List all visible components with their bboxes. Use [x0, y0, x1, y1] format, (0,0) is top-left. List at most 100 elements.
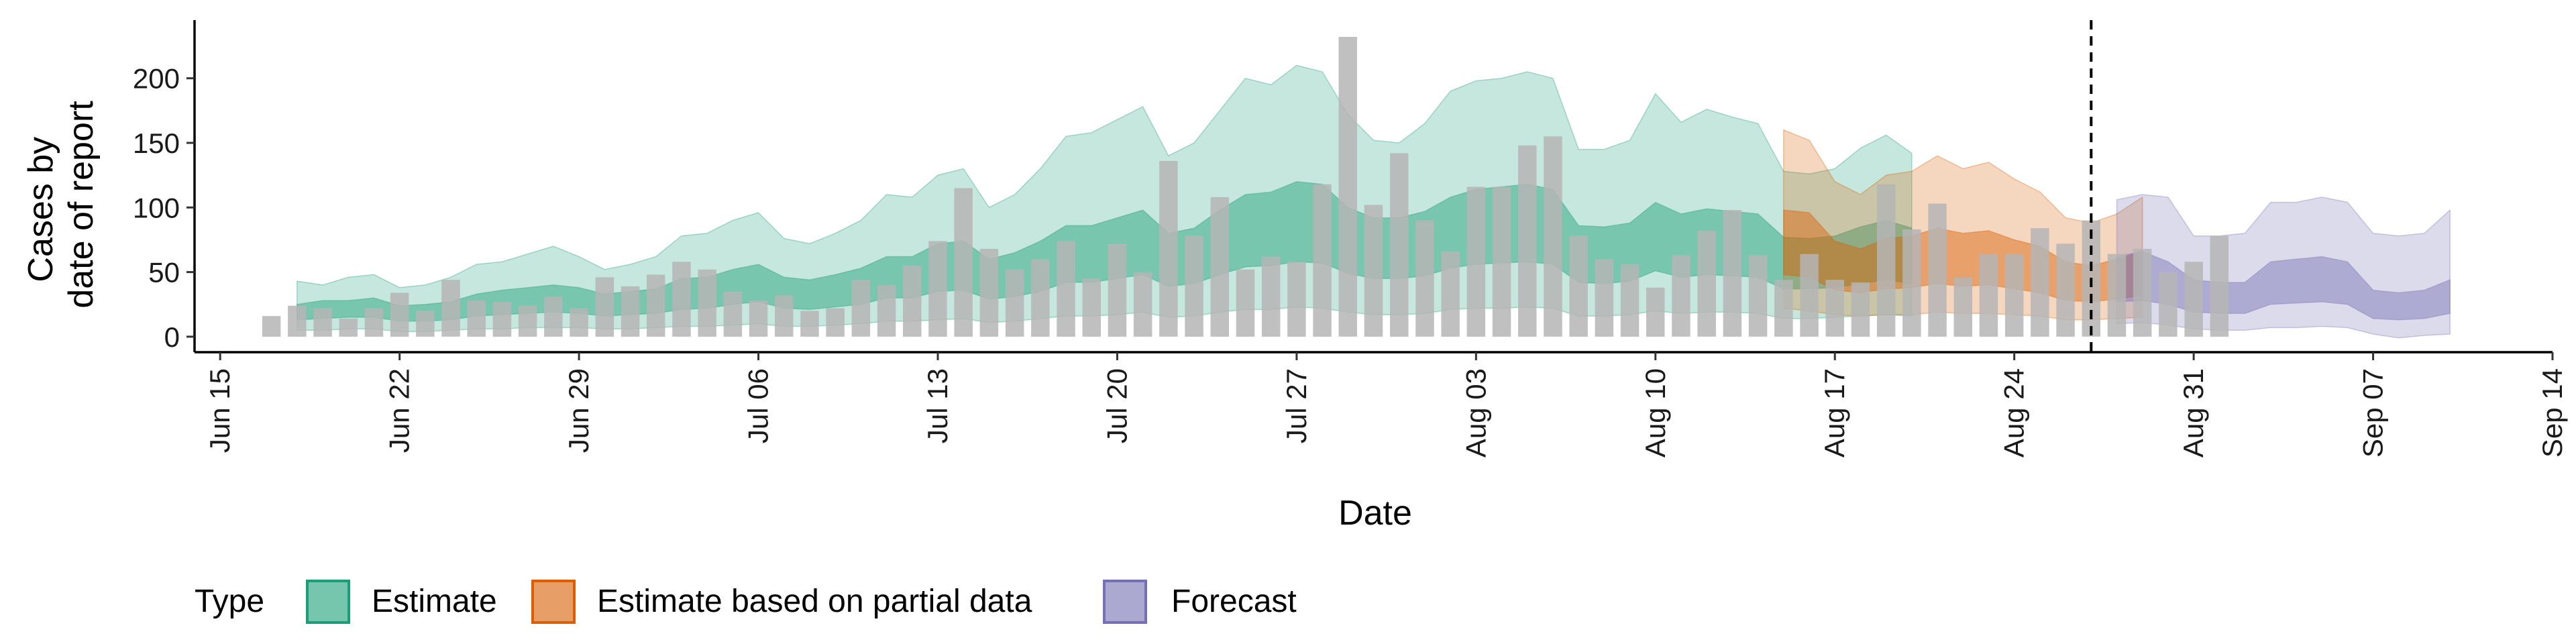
- case-bar: [1082, 278, 1101, 337]
- case-bar: [1133, 272, 1152, 337]
- legend-key-forecast: [1103, 580, 1147, 624]
- case-bar: [1902, 229, 1921, 337]
- legend: Type Estimate Estimate based on partial …: [195, 580, 1297, 624]
- case-bar: [1057, 241, 1075, 337]
- case-bar: [339, 318, 358, 337]
- case-bar: [1390, 153, 1409, 337]
- axes: 0 50 100 150 200 Jun 15 Jun 22 Jun 29 Jul 06 Jul …: [133, 20, 2568, 458]
- case-bar: [518, 305, 537, 337]
- case-bar: [1492, 186, 1511, 337]
- x-tick-label: Jun 29: [563, 368, 594, 453]
- case-bar: [2159, 272, 2178, 337]
- case-bar: [416, 311, 435, 337]
- case-bar: [441, 280, 460, 337]
- y-tick-label: 150: [133, 127, 180, 159]
- case-bar: [1210, 197, 1229, 337]
- case-bar: [749, 301, 768, 337]
- case-bar: [1748, 255, 1768, 337]
- case-bar: [979, 248, 999, 337]
- case-bar: [1697, 230, 1716, 337]
- case-bar: [1364, 205, 1383, 337]
- case-bar: [570, 308, 588, 337]
- case-bar: [1825, 280, 1844, 337]
- case-bar: [364, 308, 384, 337]
- case-bar: [390, 292, 409, 337]
- case-bar: [1646, 287, 1665, 337]
- legend-label-estimate: Estimate: [372, 584, 497, 619]
- case-bar: [1185, 235, 1203, 337]
- case-bar: [723, 291, 743, 337]
- case-bar: [621, 286, 640, 337]
- case-bar: [262, 316, 281, 337]
- legend-label-forecast: Forecast: [1171, 584, 1297, 619]
- x-tick-label: Aug 31: [2178, 368, 2209, 458]
- case-bar: [1338, 37, 1357, 337]
- case-bar: [288, 305, 307, 337]
- case-bar: [2004, 254, 2024, 337]
- case-bar: [775, 295, 794, 337]
- x-tick-label: Aug 10: [1640, 368, 1671, 458]
- case-bar: [826, 308, 845, 337]
- case-bar: [877, 284, 896, 337]
- case-bar: [595, 277, 614, 337]
- x-tick-label: Aug 24: [1998, 368, 2030, 458]
- case-bar: [1261, 256, 1281, 337]
- case-bar: [1851, 282, 1870, 337]
- x-tick-label: Jun 22: [384, 368, 415, 453]
- case-bar: [2133, 248, 2152, 337]
- case-bar: [800, 311, 819, 337]
- case-bar: [1159, 160, 1178, 337]
- x-axis-title: Date: [1338, 494, 1412, 533]
- case-bar: [1774, 280, 1793, 337]
- case-bar: [467, 301, 486, 337]
- case-bar: [1441, 251, 1460, 337]
- case-bar: [698, 269, 716, 337]
- y-axis-title-line-1: Cases by: [21, 137, 60, 282]
- case-bar: [1415, 220, 1434, 337]
- case-bar: [1313, 184, 1332, 337]
- case-bar: [1236, 269, 1255, 337]
- x-tick-label: Jul 20: [1101, 368, 1132, 443]
- x-tick-label: Jun 15: [204, 368, 235, 453]
- case-bar: [1953, 277, 1972, 337]
- x-tick-label: Aug 03: [1460, 368, 1491, 458]
- case-bar: [928, 241, 947, 337]
- y-tick-label: 200: [133, 63, 180, 95]
- legend-key-partial: [531, 580, 576, 624]
- case-bar: [492, 301, 512, 337]
- reported-case-bars: [262, 37, 2229, 337]
- y-axis-title: Cases by date of report: [21, 101, 101, 309]
- y-tick-label: 50: [148, 257, 180, 288]
- case-bar: [1518, 145, 1537, 337]
- case-bar: [1928, 203, 1947, 337]
- case-bar: [2056, 244, 2075, 337]
- x-tick-label: Aug 17: [1819, 368, 1850, 458]
- case-bar: [1544, 136, 1562, 337]
- case-bar: [672, 262, 691, 337]
- case-bar: [1620, 264, 1640, 337]
- case-bar: [1108, 244, 1127, 337]
- case-bar: [1876, 184, 1896, 337]
- y-axis-title-line-2: date of report: [62, 101, 101, 309]
- case-bar: [1287, 262, 1306, 337]
- case-bar: [851, 280, 871, 337]
- case-bar: [954, 188, 973, 337]
- case-bar: [1723, 210, 1742, 337]
- case-bar: [2184, 262, 2203, 337]
- case-bar: [1005, 269, 1024, 337]
- x-tick-label: Jul 13: [922, 368, 953, 443]
- case-bar: [2107, 254, 2127, 337]
- legend-key-estimate: [306, 580, 350, 624]
- x-tick-label: Sep 14: [2536, 368, 2568, 458]
- case-bar: [1800, 254, 1819, 337]
- case-bar: [1672, 255, 1690, 337]
- case-bar: [903, 266, 922, 337]
- case-bar: [2210, 235, 2229, 337]
- case-bar: [1979, 254, 1998, 337]
- y-tick-label: 100: [133, 192, 180, 223]
- case-bar: [544, 297, 563, 337]
- legend-label-partial: Estimate based on partial data: [597, 584, 1032, 619]
- y-tick-label: 0: [164, 321, 180, 353]
- x-tick-label: Jul 27: [1281, 368, 1312, 443]
- x-tick-label: Sep 07: [2357, 368, 2389, 458]
